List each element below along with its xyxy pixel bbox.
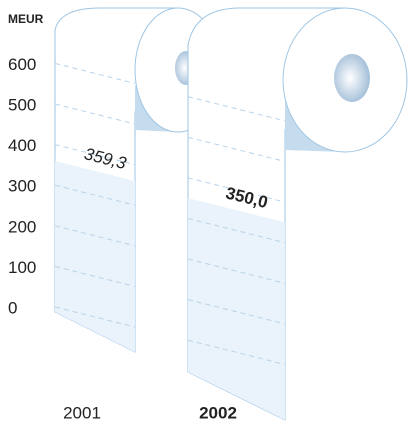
- grid-line: [54, 144, 286, 203]
- y-tick-label: 200: [8, 217, 36, 236]
- y-tick-label: 0: [8, 298, 17, 317]
- y-tick-label: 600: [8, 55, 36, 74]
- bar: [188, 198, 285, 420]
- y-tick-label: 500: [8, 95, 36, 114]
- grid-line: [54, 62, 286, 122]
- grid-line: [54, 306, 286, 365]
- x-tick-label: 2002: [199, 403, 237, 422]
- bar: [55, 161, 135, 352]
- y-tick-label: 100: [8, 258, 36, 277]
- y-tick-label: 300: [8, 177, 36, 196]
- grid-line: [54, 184, 286, 244]
- y-axis-label: MEUR: [8, 12, 44, 26]
- x-tick-label: 2001: [63, 403, 101, 422]
- grid-line: [54, 265, 286, 325]
- y-tick-label: 400: [8, 136, 36, 155]
- grid-line: [54, 225, 286, 284]
- grid-line: [54, 103, 286, 162]
